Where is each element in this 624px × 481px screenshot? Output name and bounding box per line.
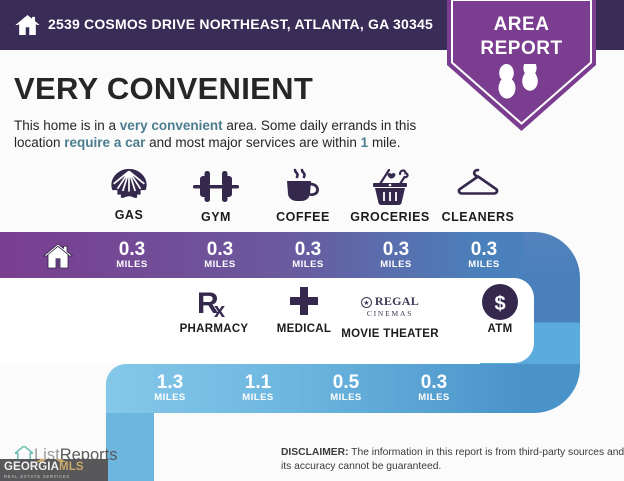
svg-text:$: $ — [494, 293, 505, 315]
svg-text:x: x — [214, 300, 225, 320]
